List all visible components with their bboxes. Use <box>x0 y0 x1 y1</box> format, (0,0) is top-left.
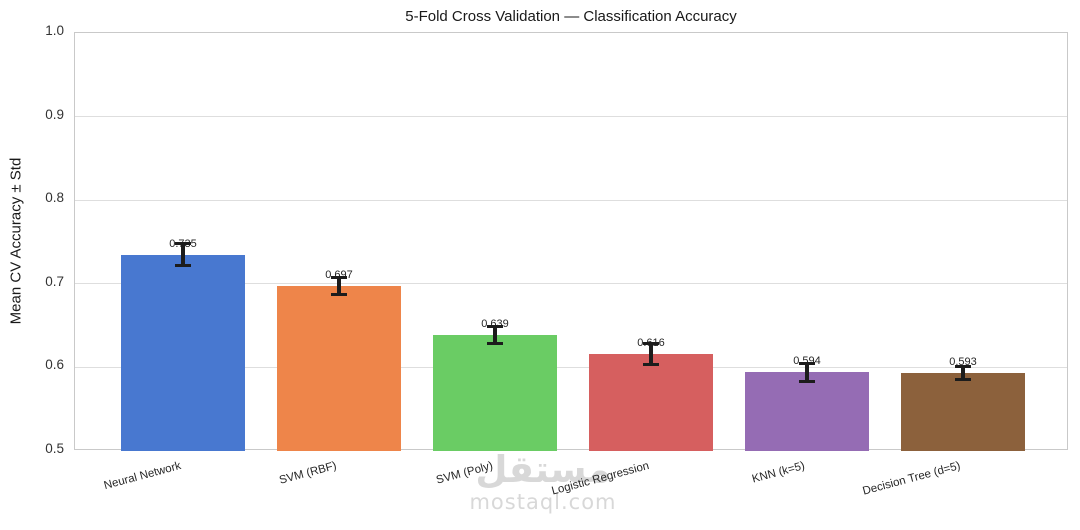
error-bar-line <box>805 363 809 382</box>
x-tick-label: Decision Tree (d=5) <box>861 460 963 498</box>
error-bar-line <box>337 277 341 295</box>
error-bar-cap <box>175 242 191 246</box>
y-tick-label: 0.6 <box>45 357 64 373</box>
gridline <box>75 283 1067 285</box>
error-bar-cap <box>799 380 815 384</box>
gridline <box>75 199 1067 201</box>
watermark: مستقل mostaql.com <box>436 448 650 514</box>
y-tick-label: 0.7 <box>45 273 64 289</box>
x-tick-label: SVM (RBF) <box>278 460 339 487</box>
error-bar-cap <box>643 342 659 346</box>
watermark-arabic-text: مستقل <box>475 448 611 491</box>
error-bar-cap <box>175 263 191 267</box>
error-bar-cap <box>955 365 971 369</box>
bar-svm-poly- <box>433 334 557 451</box>
y-tick-label: 0.8 <box>45 190 64 206</box>
chart-title: 5-Fold Cross Validation — Classification… <box>405 8 737 25</box>
y-tick-label: 0.9 <box>45 106 64 122</box>
error-bar-line <box>493 326 497 344</box>
watermark-domain-text: mostaql.com <box>469 490 617 514</box>
error-bar-line <box>649 343 653 365</box>
bar-knn-k-5- <box>745 372 869 451</box>
x-tick-label: Neural Network <box>102 460 183 493</box>
gridline <box>75 366 1067 369</box>
error-bar-cap <box>643 362 659 366</box>
bar-logistic-regression <box>589 354 713 451</box>
error-bar-cap <box>487 341 503 345</box>
bar-svm-rbf- <box>277 286 401 451</box>
bar-neural-network <box>121 254 245 451</box>
gridline <box>75 115 1067 118</box>
x-tick-label: KNN (k=5) <box>750 460 807 486</box>
error-bar-cap <box>487 324 503 328</box>
bar-decision-tree-d-5- <box>901 373 1025 451</box>
y-tick-label: 0.5 <box>45 441 64 456</box>
error-bar-cap <box>955 378 971 382</box>
error-bar-cap <box>331 293 347 297</box>
y-axis-label: Mean CV Accuracy ± Std <box>7 157 25 325</box>
y-tick-label: 1.0 <box>45 23 64 38</box>
error-bar-cap <box>799 361 815 365</box>
error-bar-line <box>961 366 965 380</box>
error-bar-cap <box>331 276 347 280</box>
error-bar-line <box>181 243 185 266</box>
